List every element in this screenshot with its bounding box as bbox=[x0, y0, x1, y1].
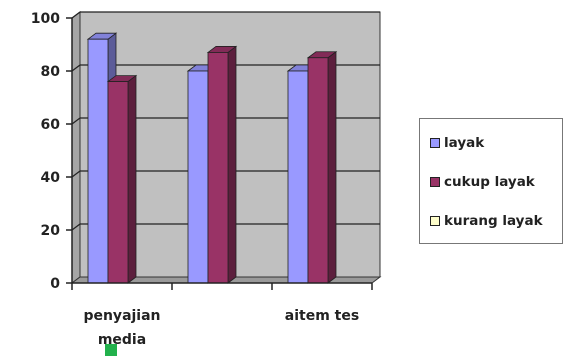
bar-front bbox=[107, 81, 129, 284]
bar-side bbox=[227, 45, 237, 284]
y-tick-label: 0 bbox=[50, 276, 60, 292]
bar-front bbox=[207, 52, 229, 284]
gridline-diag bbox=[71, 170, 81, 178]
bar-front bbox=[187, 70, 209, 284]
legend-swatch-layak bbox=[430, 138, 440, 148]
gridline-diag bbox=[71, 64, 81, 72]
legend-swatch-cukup-layak bbox=[430, 177, 440, 187]
gridline-diag bbox=[71, 117, 81, 125]
green-marker-icon bbox=[105, 344, 117, 356]
axes bbox=[66, 17, 373, 290]
x-category-label: aitem tes bbox=[285, 308, 359, 324]
y-tick-label: 60 bbox=[41, 117, 61, 133]
bar-side bbox=[327, 50, 337, 284]
x-category-label: penyajian bbox=[83, 308, 160, 324]
legend-item-kurang-layak: kurang layak bbox=[430, 213, 543, 229]
y-tick-label: 100 bbox=[31, 11, 60, 27]
bars bbox=[86, 32, 338, 284]
bar-side bbox=[127, 74, 137, 284]
gridline-diag bbox=[71, 223, 81, 231]
side-wall bbox=[71, 11, 81, 284]
y-tick-labels: 0 20 40 60 80 100 bbox=[31, 11, 60, 292]
bar bbox=[306, 50, 338, 284]
legend-item-cukup-layak: cukup layak bbox=[430, 174, 535, 190]
bar-front bbox=[87, 38, 109, 284]
legend-swatch-kurang-layak bbox=[430, 216, 440, 226]
legend-label-kurang-layak: kurang layak bbox=[444, 213, 543, 229]
legend-label-layak: layak bbox=[444, 135, 485, 151]
y-tick-label: 40 bbox=[41, 170, 61, 186]
legend-label-cukup-layak: cukup layak bbox=[444, 174, 535, 190]
y-tick-label: 20 bbox=[41, 223, 61, 239]
y-tick-label: 80 bbox=[41, 64, 61, 80]
legend: layak cukup layak kurang layak bbox=[419, 118, 563, 244]
bar bbox=[206, 45, 238, 284]
bar bbox=[106, 74, 138, 284]
bar-front bbox=[287, 70, 309, 284]
legend-item-layak: layak bbox=[430, 135, 484, 151]
bar-front bbox=[307, 57, 329, 284]
gridline-diag bbox=[71, 11, 81, 19]
